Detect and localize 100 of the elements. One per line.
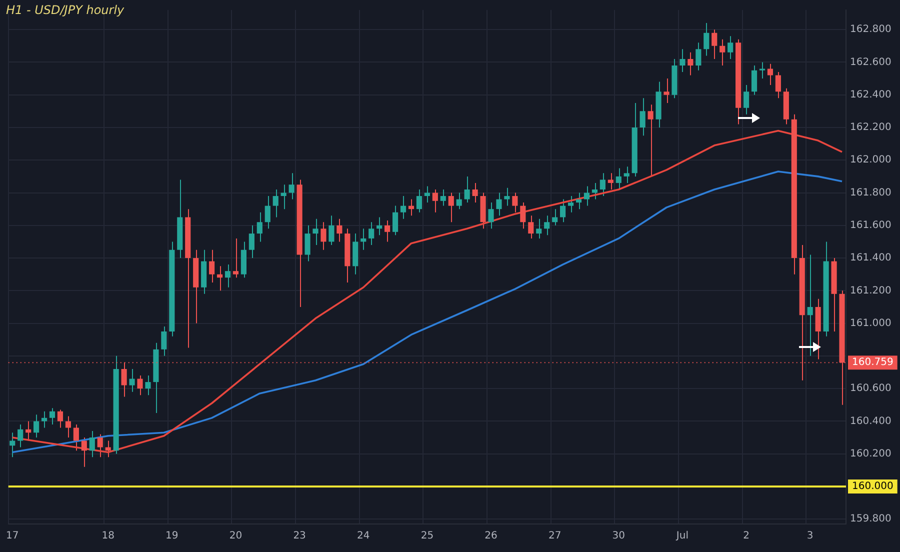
y-tick-label: 160.400 [850,416,892,427]
y-tick-label: 161.000 [850,318,892,329]
candlestick [416,188,422,213]
candlestick [272,188,278,218]
candlestick [57,409,64,428]
candlestick [720,38,726,66]
candlestick [376,216,382,236]
candlestick [504,187,510,206]
candlestick [10,432,16,458]
candlestick [664,78,670,104]
candlestick [560,198,566,223]
y-tick-label: 161.200 [850,285,892,296]
candlestick [456,192,462,210]
candlestick [576,192,582,210]
y-tick-label: 162.000 [850,154,892,166]
candlestick [320,222,326,250]
candlestick [424,186,430,204]
candlestick [648,104,654,177]
y-tick-label: 159.800 [850,514,892,525]
candlestick [65,416,71,438]
candlestick [544,215,550,236]
x-tick-label: 3 [806,530,814,542]
candlestick [145,375,151,396]
x-tick-label: 18 [102,530,114,542]
x-tick-label: 27 [548,530,562,542]
candlestick [34,414,40,438]
candlestick [288,172,294,200]
candlestick [256,212,262,242]
x-tick-label: 25 [420,530,434,542]
candlestick [392,205,398,236]
x-tick-label: 24 [357,530,370,542]
candlestick [536,218,542,239]
candlestick [680,48,686,73]
candlestick [696,42,702,71]
candlestick [105,440,111,458]
candlestick [512,192,518,213]
candlestick [568,196,574,213]
candlestick [743,84,750,115]
candlestick [728,36,734,60]
x-tick-label: 2 [743,530,750,542]
candlestick [712,29,718,60]
candlestick [616,168,622,190]
candlestick [328,215,334,246]
candlestick [624,166,630,184]
candlestick [97,434,103,458]
x-tick-label: 20 [229,530,242,542]
candlestick [216,266,223,292]
candlestick [464,176,470,204]
x-tick-label: 30 [612,530,626,542]
candlestick [224,264,231,288]
candlestick [248,224,254,259]
x-tick-label: Jul [675,530,689,542]
candlestick [640,98,646,136]
candlestick [209,249,215,283]
candlestick [807,254,813,356]
x-tick-label: 26 [484,530,498,542]
candlestick [49,408,56,425]
candlestick [89,430,95,458]
candlestick [137,375,143,396]
candlestick [440,188,446,206]
ref-line-label: 160.000 [852,481,894,492]
candlestick [161,326,167,356]
candlestick [432,188,438,213]
candlestick [18,424,24,448]
candlestick [592,182,598,200]
candlestick [400,196,406,220]
ref-line-label: 160.759 [852,357,894,368]
y-tick-label: 160.200 [850,448,892,460]
y-tick-label: 160.600 [850,383,892,394]
candlestick [448,192,454,223]
candlestick [759,62,766,80]
candlestick [312,218,318,246]
candlestick [584,186,590,206]
candlestick [26,420,32,442]
candlestick [384,220,390,242]
candlestick [704,22,710,56]
candlestick [232,238,239,278]
candlestick [280,184,286,210]
candlestick [608,172,614,190]
candlestick [129,368,135,392]
candlestick [472,182,478,204]
x-tick-label: 19 [166,530,178,542]
candlestick [767,63,774,86]
candlestick [41,410,48,428]
candlestick [688,52,694,76]
y-tick-label: 162.800 [850,24,892,36]
y-tick-label: 162.600 [850,56,892,68]
y-tick-label: 161.800 [850,187,892,198]
candlestick [408,198,414,216]
y-tick-label: 162.200 [850,122,892,134]
candlestick [552,208,558,226]
candlestick [496,192,502,216]
candlestick [520,202,526,230]
chart-title: H1 - USD/JPY hourly [6,3,124,17]
y-tick-label: 161.400 [850,252,892,264]
candlestick [264,196,270,230]
candlestick [336,218,342,242]
candlestick [775,72,781,99]
candlestick [488,202,494,230]
x-tick-label: 23 [293,530,306,542]
